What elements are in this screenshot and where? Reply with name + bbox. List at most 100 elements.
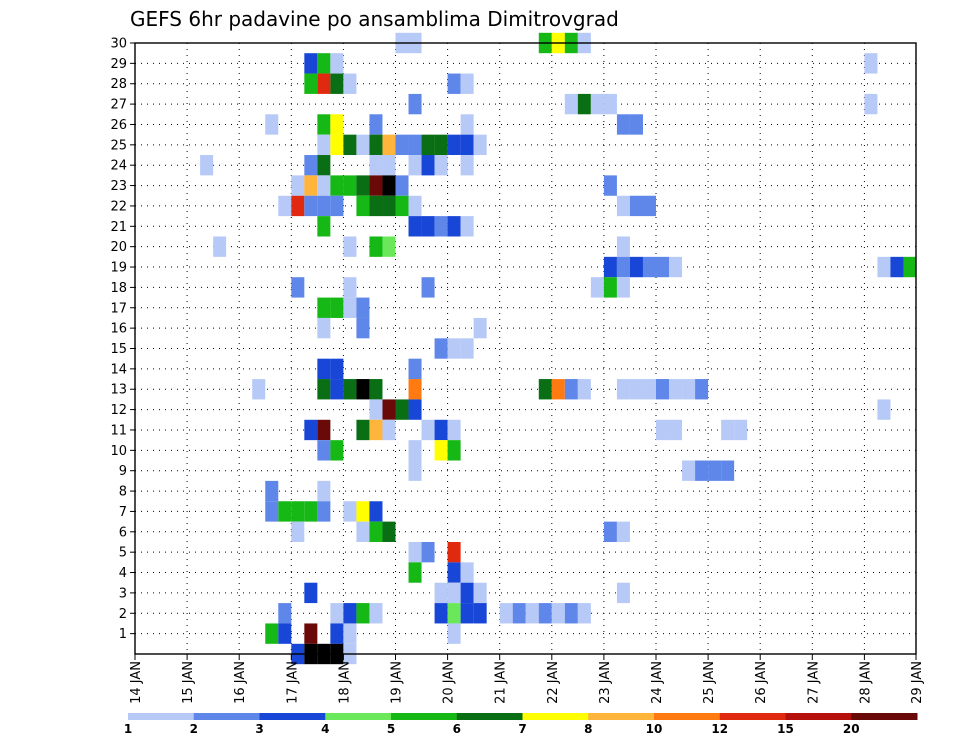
- heatmap-cell: [369, 134, 383, 156]
- y-tick-label: 22: [110, 199, 127, 214]
- heatmap-cell: [616, 114, 630, 135]
- heatmap-cell: [538, 379, 552, 400]
- heatmap-cell: [564, 379, 578, 400]
- heatmap-cell: [551, 603, 565, 624]
- colorbar-swatch: [851, 713, 918, 720]
- heatmap-cell: [304, 155, 318, 176]
- colorbar-swatch: [193, 713, 260, 720]
- heatmap-cell: [460, 603, 474, 624]
- heatmap-cell: [460, 73, 474, 94]
- x-tick-label: 24 JAN: [650, 661, 665, 704]
- heatmap-cell: [382, 155, 396, 176]
- heatmap-cell: [669, 419, 683, 441]
- heatmap-cell: [499, 603, 513, 624]
- heatmap-cell: [577, 93, 591, 115]
- heatmap-cell: [434, 134, 448, 156]
- y-tick-label: 24: [110, 159, 127, 174]
- y-tick-label: 16: [110, 322, 127, 337]
- heatmap-cell: [356, 379, 370, 400]
- y-tick-label: 30: [110, 37, 127, 52]
- heatmap-cell: [447, 603, 461, 624]
- heatmap-cell: [682, 379, 696, 400]
- heatmap-cell: [382, 175, 396, 196]
- heatmap-cell: [356, 175, 370, 196]
- heatmap-cell: [330, 358, 344, 380]
- heatmap-cell: [642, 195, 656, 217]
- heatmap-cell: [343, 73, 357, 94]
- heatmap-cell: [629, 256, 643, 278]
- heatmap-cell: [278, 623, 292, 644]
- heatmap-cell: [408, 460, 422, 481]
- heatmap-cell: [317, 480, 331, 502]
- heatmap-cell: [603, 277, 617, 298]
- heatmap-cell: [721, 419, 735, 441]
- colorbar-label: 12: [711, 722, 728, 736]
- heatmap-cell: [343, 623, 357, 644]
- heatmap-cell: [434, 338, 448, 359]
- x-tick-label: 16 JAN: [233, 661, 248, 704]
- heatmap-cell: [343, 379, 357, 400]
- heatmap-cell: [473, 582, 487, 604]
- heatmap-cell: [356, 297, 370, 318]
- heatmap-cell: [434, 155, 448, 176]
- colorbar-swatch: [259, 713, 326, 720]
- heatmap-cell: [395, 195, 409, 217]
- x-tick-label: 27 JAN: [806, 661, 821, 704]
- heatmap-cell: [616, 195, 630, 217]
- heatmap-cell: [460, 134, 474, 156]
- heatmap-cell: [629, 195, 643, 217]
- heatmap-cell: [317, 114, 331, 135]
- colorbar-label: 20: [843, 722, 860, 736]
- heatmap-cell: [343, 134, 357, 156]
- heatmap-cell: [330, 440, 344, 461]
- heatmap-cell: [603, 175, 617, 196]
- heatmap-cell: [890, 256, 904, 278]
- heatmap-cell: [382, 419, 396, 441]
- heatmap-cell: [317, 216, 331, 237]
- x-axis: 14 JAN 15 JAN 16 JAN 17 JAN 18 JAN 19 JAN 20 J…: [129, 654, 925, 704]
- heatmap-cell: [382, 399, 396, 420]
- heatmap-cell: [330, 195, 344, 217]
- heatmap-cell: [330, 53, 344, 74]
- heatmap-cell: [317, 195, 331, 217]
- heatmap-cell: [382, 134, 396, 156]
- heatmap-cell: [343, 277, 357, 298]
- heatmap-cell: [434, 603, 448, 624]
- heatmap-cell: [408, 399, 422, 420]
- heatmap-cell: [278, 603, 292, 624]
- heatmap-cell: [408, 440, 422, 461]
- y-tick-label: 1: [119, 627, 127, 642]
- heatmap-cell: [603, 521, 617, 542]
- colorbar-swatch: [719, 713, 786, 720]
- heatmap-cell: [408, 379, 422, 400]
- heatmap-cell: [408, 195, 422, 217]
- heatmap-cell: [460, 114, 474, 135]
- y-tick-label: 6: [119, 525, 127, 540]
- heatmap-cell: [343, 297, 357, 318]
- heatmap-cell: [278, 501, 292, 522]
- colorbar-label: 15: [777, 722, 794, 736]
- heatmap-cell: [447, 541, 461, 563]
- heatmap-cells: [200, 32, 916, 665]
- heatmap-cell: [304, 53, 318, 74]
- x-tick-label: 25 JAN: [702, 661, 717, 704]
- colorbar-label: 8: [584, 722, 592, 736]
- colorbar-swatch: [325, 713, 392, 720]
- heatmap-cell: [252, 379, 266, 400]
- heatmap-cell: [343, 603, 357, 624]
- heatmap-cell: [577, 603, 591, 624]
- colorbar-label: 3: [255, 722, 263, 736]
- colorbar-label: 7: [518, 722, 526, 736]
- heatmap-cell: [356, 419, 370, 441]
- heatmap-cell: [447, 419, 461, 441]
- heatmap-cell: [695, 379, 709, 400]
- heatmap-cell: [447, 582, 461, 604]
- heatmap-cell: [616, 379, 630, 400]
- colorbar-swatch: [522, 713, 589, 720]
- heatmap-cell: [447, 134, 461, 156]
- heatmap-cell: [304, 73, 318, 94]
- heatmap-cell: [642, 379, 656, 400]
- heatmap-cell: [291, 521, 305, 542]
- y-tick-label: 2: [119, 607, 127, 622]
